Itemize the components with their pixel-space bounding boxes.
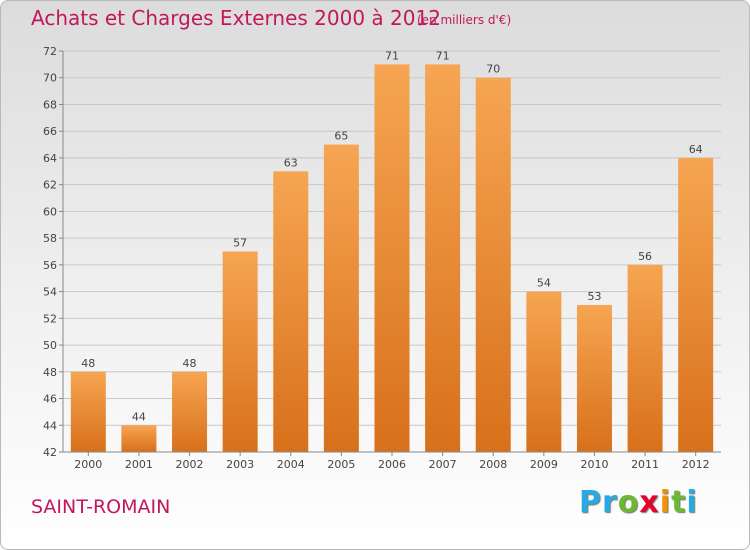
logo-letter: t bbox=[671, 485, 687, 520]
bar bbox=[627, 264, 663, 452]
labels: 42 44 46 48 50 52 54 56 58 60 62 64 66 68 70 72 48 2000 44… bbox=[43, 45, 710, 471]
bar bbox=[374, 64, 410, 452]
y-tick-label: 72 bbox=[43, 45, 57, 58]
bars bbox=[70, 64, 714, 453]
proxiti-logo: Proxiti bbox=[579, 485, 698, 520]
bar bbox=[172, 371, 208, 452]
bar bbox=[70, 371, 106, 452]
data-label: 63 bbox=[284, 156, 298, 169]
bar bbox=[121, 425, 157, 452]
x-tick-label: 2005 bbox=[327, 458, 355, 471]
logo-letter: o bbox=[617, 485, 640, 520]
y-tick-label: 50 bbox=[43, 339, 57, 352]
bar bbox=[425, 64, 461, 452]
bar bbox=[222, 251, 258, 452]
logo-letter: i bbox=[659, 485, 672, 520]
axes bbox=[59, 50, 721, 456]
bar bbox=[475, 77, 511, 452]
x-tick-label: 2001 bbox=[125, 458, 153, 471]
x-tick-label: 2011 bbox=[631, 458, 659, 471]
y-tick-label: 48 bbox=[43, 366, 57, 379]
bar bbox=[678, 157, 714, 452]
data-label: 48 bbox=[183, 357, 197, 370]
data-label: 48 bbox=[81, 357, 95, 370]
x-tick-label: 2009 bbox=[530, 458, 558, 471]
y-tick-label: 66 bbox=[43, 125, 57, 138]
data-label: 54 bbox=[537, 277, 551, 290]
bar bbox=[273, 171, 309, 453]
chart-subtitle: (en milliers d'€) bbox=[417, 13, 512, 27]
y-tick-label: 70 bbox=[43, 72, 57, 85]
y-tick-label: 64 bbox=[43, 152, 57, 165]
data-label: 71 bbox=[436, 49, 450, 62]
logo-letter: x bbox=[639, 485, 660, 520]
data-label: 65 bbox=[334, 130, 348, 143]
x-tick-label: 2006 bbox=[378, 458, 406, 471]
data-label: 53 bbox=[587, 290, 601, 303]
y-tick-label: 58 bbox=[43, 232, 57, 245]
data-label: 71 bbox=[385, 49, 399, 62]
y-tick-label: 46 bbox=[43, 393, 57, 406]
y-tick-label: 56 bbox=[43, 259, 57, 272]
y-tick-label: 68 bbox=[43, 98, 57, 111]
data-label: 57 bbox=[233, 237, 247, 250]
place-name: SAINT-ROMAIN bbox=[31, 496, 171, 518]
logo-letter: P bbox=[579, 485, 602, 520]
y-tick-label: 44 bbox=[43, 419, 57, 432]
y-tick-label: 54 bbox=[43, 286, 57, 299]
bar bbox=[526, 291, 562, 452]
y-tick-label: 62 bbox=[43, 179, 57, 192]
y-tick-label: 42 bbox=[43, 446, 57, 459]
logo-letter: r bbox=[602, 485, 618, 520]
x-tick-label: 2012 bbox=[682, 458, 710, 471]
data-label: 70 bbox=[486, 63, 500, 76]
x-tick-label: 2007 bbox=[429, 458, 457, 471]
data-label: 64 bbox=[689, 143, 703, 156]
data-label: 44 bbox=[132, 410, 146, 423]
bar bbox=[323, 144, 359, 453]
x-tick-label: 2010 bbox=[580, 458, 608, 471]
x-tick-label: 2004 bbox=[277, 458, 305, 471]
x-tick-label: 2002 bbox=[176, 458, 204, 471]
x-tick-label: 2008 bbox=[479, 458, 507, 471]
y-tick-label: 60 bbox=[43, 205, 57, 218]
x-tick-label: 2003 bbox=[226, 458, 254, 471]
logo-letter: i bbox=[686, 485, 698, 520]
chart-title: Achats et Charges Externes 2000 à 2012 bbox=[31, 6, 441, 30]
y-tick-label: 52 bbox=[43, 312, 57, 325]
x-tick-label: 2000 bbox=[74, 458, 102, 471]
data-label: 56 bbox=[638, 250, 652, 263]
bar bbox=[576, 304, 612, 452]
